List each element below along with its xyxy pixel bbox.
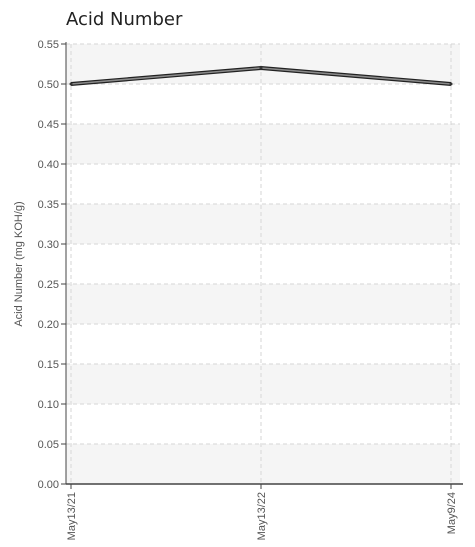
x-tick-label: May9/24 bbox=[446, 492, 458, 534]
y-tick-label: 0.20 bbox=[38, 319, 59, 331]
y-tick-label: 0.25 bbox=[38, 279, 59, 291]
grid-band bbox=[66, 364, 460, 404]
y-tick-label: 0.30 bbox=[38, 239, 59, 251]
y-tick-label: 0.05 bbox=[38, 439, 59, 451]
grid-band bbox=[66, 204, 460, 244]
data-point bbox=[69, 82, 73, 86]
y-tick-label: 0.15 bbox=[38, 359, 59, 371]
y-tick-label: 0.40 bbox=[38, 159, 59, 171]
data-point bbox=[449, 82, 453, 86]
grid-band bbox=[66, 124, 460, 164]
y-tick-label: 0.50 bbox=[38, 79, 59, 91]
grid-band bbox=[66, 284, 460, 324]
y-tick-label: 0.55 bbox=[38, 39, 59, 51]
y-tick-label: 0.45 bbox=[38, 119, 59, 131]
grid-band bbox=[66, 444, 460, 484]
chart-title: Acid Number bbox=[66, 9, 183, 30]
x-tick-label: May13/21 bbox=[66, 492, 78, 540]
y-tick-label: 0.10 bbox=[38, 399, 59, 411]
y-tick-label: 0.00 bbox=[38, 479, 59, 491]
x-tick-label: May13/22 bbox=[256, 492, 268, 540]
y-tick-label: 0.35 bbox=[38, 199, 59, 211]
data-point bbox=[259, 66, 263, 70]
y-axis-title: Acid Number (mg KOH/g) bbox=[13, 201, 25, 326]
